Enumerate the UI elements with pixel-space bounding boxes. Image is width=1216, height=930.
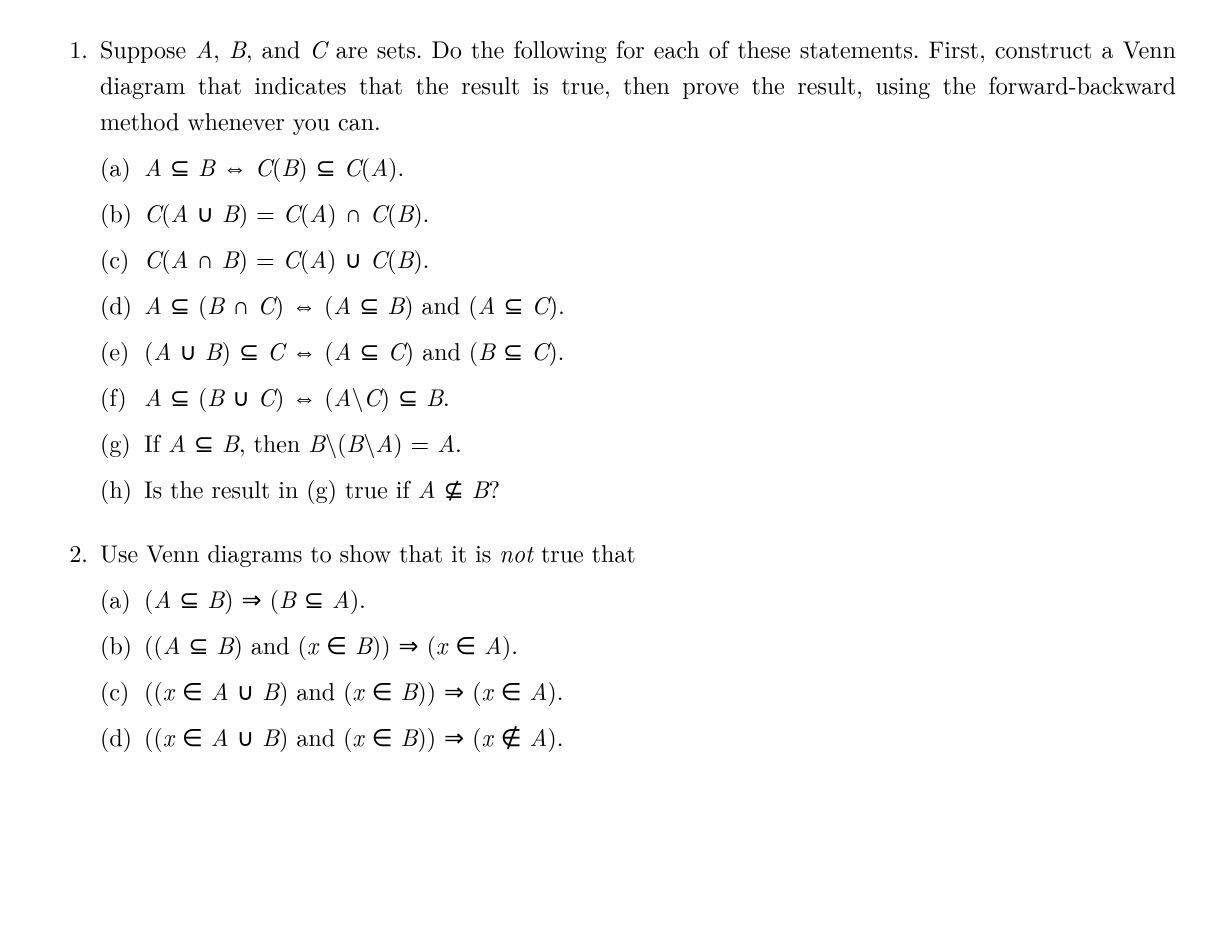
subitem-label: (d): [100, 286, 144, 322]
subitem: (d)A ⊆ (B ∩ C) ⇔ (A ⊆ B) and (A ⊆ C).: [100, 286, 1176, 322]
problem: 1.Suppose A, B, and C are sets. Do the f…: [40, 30, 1176, 516]
subitem-text: A ⊆ (B ∩ C) ⇔ (A ⊆ B) and (A ⊆ C).: [144, 286, 1176, 322]
subitem: (b)((A ⊆ B) and (x ∈ B)) ⇒ (x ∈ A).: [100, 626, 1176, 662]
subitem-label: (a): [100, 148, 144, 184]
subitem-text: ((x ∈ A ∪ B) and (x ∈ B)) ⇒ (x ∈ A).: [144, 672, 1176, 708]
problem-intro: Use Venn diagrams to show that it is not…: [100, 534, 1176, 570]
subitem: (h)Is the result in (g) true if A ⊈ B?: [100, 470, 1176, 506]
problem-number: 1.: [40, 30, 100, 516]
subitem: (c)((x ∈ A ∪ B) and (x ∈ B)) ⇒ (x ∈ A).: [100, 672, 1176, 708]
document-root: 1.Suppose A, B, and C are sets. Do the f…: [40, 30, 1176, 764]
subitem: (e)(A ∪ B) ⊆ C ⇔ (A ⊆ C) and (B ⊆ C).: [100, 332, 1176, 368]
subitem: (c)C(A ∩ B) = C(A) ∪ C(B).: [100, 240, 1176, 276]
subitem-text: C(A ∪ B) = C(A) ∩ C(B).: [144, 194, 1176, 230]
subitem-label: (b): [100, 194, 144, 230]
subitem: (f)A ⊆ (B ∪ C) ⇔ (A\C) ⊆ B.: [100, 378, 1176, 414]
subitem-text: A ⊆ (B ∪ C) ⇔ (A\C) ⊆ B.: [144, 378, 1176, 414]
subitem-label: (f): [100, 378, 144, 414]
subitem-text: Is the result in (g) true if A ⊈ B?: [144, 470, 1176, 506]
problem-body: Use Venn diagrams to show that it is not…: [100, 534, 1176, 764]
subitem-text: A ⊆ B ⇔ C(B) ⊆ C(A).: [144, 148, 1176, 184]
subitem: (a)A ⊆ B ⇔ C(B) ⊆ C(A).: [100, 148, 1176, 184]
subitem: (g)If A ⊆ B, then B\(B\A) = A.: [100, 424, 1176, 460]
subitem-label: (g): [100, 424, 144, 460]
subitem-label: (c): [100, 672, 144, 708]
subitem-text: (A ∪ B) ⊆ C ⇔ (A ⊆ C) and (B ⊆ C).: [144, 332, 1176, 368]
subitem: (a)(A ⊆ B) ⇒ (B ⊆ A).: [100, 580, 1176, 616]
subitem-label: (h): [100, 470, 144, 506]
subitem-label: (c): [100, 240, 144, 276]
subitem-text: (A ⊆ B) ⇒ (B ⊆ A).: [144, 580, 1176, 616]
subitem-text: If A ⊆ B, then B\(B\A) = A.: [144, 424, 1176, 460]
problem-intro: Suppose A, B, and C are sets. Do the fol…: [100, 30, 1176, 138]
problem: 2.Use Venn diagrams to show that it is n…: [40, 534, 1176, 764]
subitem-label: (b): [100, 626, 144, 662]
subitem-text: ((x ∈ A ∪ B) and (x ∈ B)) ⇒ (x ∉ A).: [144, 718, 1176, 754]
problem-number: 2.: [40, 534, 100, 764]
subitem-label: (e): [100, 332, 144, 368]
subitem: (d)((x ∈ A ∪ B) and (x ∈ B)) ⇒ (x ∉ A).: [100, 718, 1176, 754]
subitem: (b)C(A ∪ B) = C(A) ∩ C(B).: [100, 194, 1176, 230]
subitem-text: C(A ∩ B) = C(A) ∪ C(B).: [144, 240, 1176, 276]
subitem-list: (a)A ⊆ B ⇔ C(B) ⊆ C(A).(b)C(A ∪ B) = C(A…: [100, 148, 1176, 506]
subitem-label: (a): [100, 580, 144, 616]
problem-body: Suppose A, B, and C are sets. Do the fol…: [100, 30, 1176, 516]
subitem-text: ((A ⊆ B) and (x ∈ B)) ⇒ (x ∈ A).: [144, 626, 1176, 662]
subitem-list: (a)(A ⊆ B) ⇒ (B ⊆ A).(b)((A ⊆ B) and (x …: [100, 580, 1176, 754]
subitem-label: (d): [100, 718, 144, 754]
